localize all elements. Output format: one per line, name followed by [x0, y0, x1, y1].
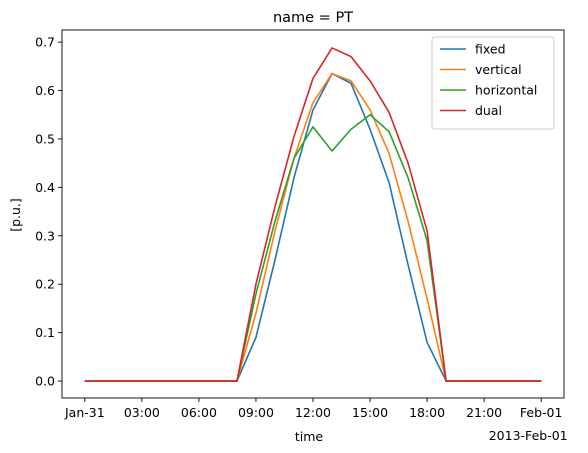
x-tick-sublabel: 2013-Feb-01 — [489, 428, 568, 443]
legend-label: dual — [475, 103, 502, 118]
x-tick-label: 03:00 — [124, 405, 160, 420]
series-line-dual — [84, 47, 542, 382]
x-tick-label: 15:00 — [352, 405, 388, 420]
x-tick-label: 21:00 — [466, 405, 502, 420]
series-layer — [84, 47, 542, 382]
y-tick-label: 0.3 — [35, 228, 55, 243]
y-axis: 0.0 0.1 0.2 0.3 0.4 0.5 0.6 0.7 — [35, 35, 62, 389]
x-tick-label: Feb-01 — [520, 405, 563, 420]
y-tick-label: 0.2 — [35, 277, 55, 292]
x-tick-label: Jan-31 — [64, 405, 105, 420]
x-tick-label: 18:00 — [409, 405, 445, 420]
legend-label: horizontal — [475, 83, 537, 98]
x-axis: Jan-31 03:00 06:00 09:00 12:00 15:00 18:00 21:0… — [64, 398, 568, 443]
series-line-horizontal — [84, 113, 542, 382]
x-tick-label: 06:00 — [181, 405, 217, 420]
y-tick-label: 0.0 — [35, 374, 55, 389]
x-tick-label: 12:00 — [295, 405, 331, 420]
legend-box — [431, 36, 555, 130]
plot-frame — [61, 29, 565, 399]
legend-label: fixed — [475, 42, 506, 57]
y-tick-label: 0.6 — [35, 83, 55, 98]
chart-title: name = PT — [273, 10, 353, 26]
legend: fixed vertical horizontal dual — [431, 36, 555, 130]
legend-label: vertical — [475, 62, 522, 77]
y-tick-label: 0.7 — [35, 35, 55, 50]
x-tick-label: 09:00 — [238, 405, 274, 420]
y-axis-label: [p.u.] — [8, 198, 23, 232]
x-axis-label: time — [295, 429, 324, 444]
y-tick-label: 0.1 — [35, 325, 55, 340]
y-tick-label: 0.5 — [35, 131, 55, 146]
y-tick-label: 0.4 — [35, 180, 55, 195]
